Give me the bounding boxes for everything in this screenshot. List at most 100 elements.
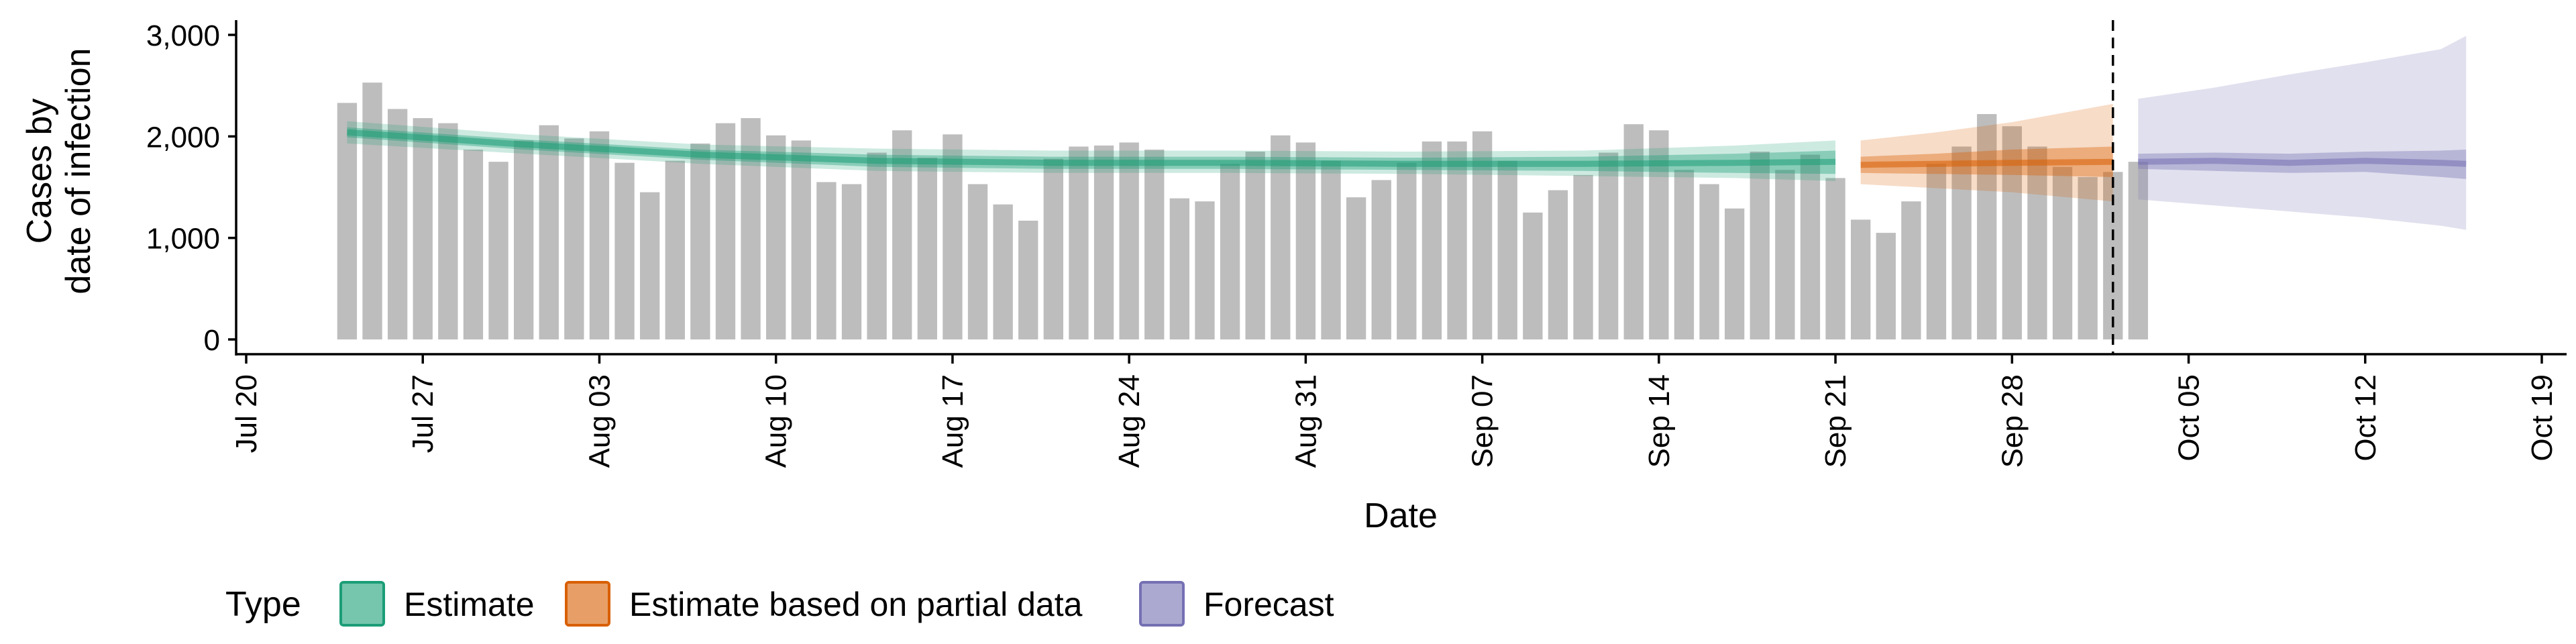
bar [867,152,887,340]
x-tick-label: Sep 28 [1996,374,2029,468]
bar [993,204,1013,339]
x-tick-label: Sep 14 [1643,374,1676,468]
bar [1447,141,1467,339]
bar [1674,170,1695,339]
bar [1977,114,1997,340]
bar [564,138,584,340]
bar [2078,176,2098,339]
bar [690,143,710,339]
bar [1321,160,1341,339]
bar [1169,198,1190,339]
bar [438,123,458,339]
bar [1623,124,1644,340]
y-tick-label: 0 [204,324,220,357]
median-line-estimate-based-on-partial-data [1860,158,2113,168]
bar [488,162,508,340]
x-axis: Jul 20 Jul 27 Aug 03 Aug 10 Aug 17 Aug 24 Aug … [230,354,2559,468]
bar [1951,146,1972,339]
legend-label-estimate: Estimate [404,586,535,623]
bar [967,184,988,339]
bars-layer [337,83,2148,340]
bar [539,125,559,339]
median-layer [347,129,2467,168]
x-tick-label: Jul 27 [407,374,439,453]
bar [1548,190,1568,339]
x-tick-label: Jul 20 [230,374,263,453]
bar [943,134,963,339]
bar [337,103,358,339]
bar [413,118,433,339]
bar [1573,174,1593,339]
bar [766,135,786,339]
bar [387,109,408,339]
bar [1497,160,1517,339]
bar [892,130,912,339]
median-line-estimate [347,129,1836,167]
bar [715,123,736,339]
bar [640,192,660,339]
x-tick-label: Sep 21 [1819,374,1852,468]
bar [1421,141,1442,339]
bar [665,160,685,339]
bar [816,182,837,339]
bar [917,158,937,340]
x-tick-label: Oct 19 [2526,374,2559,462]
bar [1144,150,1165,339]
bar [1093,145,1114,339]
y-axis-title-line-2: date of infection [59,48,98,294]
bar [362,83,382,339]
y-tick-label: 1,000 [146,223,220,256]
bar [589,131,610,339]
legend-label-forecast: Forecast [1203,586,1334,623]
bar [1371,180,1391,339]
legend-key-estimate [339,581,385,627]
median-line-forecast [2138,158,2467,167]
bar [1043,158,1063,339]
y-tick-label: 3,000 [146,19,220,52]
bar [1901,201,1921,339]
bar [791,140,811,339]
bar [841,184,862,339]
y-tick-label: 2,000 [146,121,220,154]
x-tick-label: Aug 03 [583,374,616,468]
bar [1825,178,1845,339]
x-tick-label: Sep 07 [1466,374,1499,468]
legend-label-partial: Estimate based on partial data [629,586,1083,623]
bar [2052,166,2073,340]
outer-band-estimate-based-on-partial-data [1860,103,2113,202]
legend-title: Type [225,585,301,624]
bar [1018,220,1038,339]
bar [2128,162,2148,340]
legend-key-partial [565,581,610,627]
bar [463,150,484,339]
bar [614,162,635,339]
bar [2027,146,2047,339]
bar [1346,197,1366,339]
x-tick-label: Aug 31 [1289,374,1322,468]
x-tick-label: Aug 24 [1113,374,1146,468]
bar [1775,170,1795,339]
bar [1523,212,1543,339]
bar [1271,135,1291,339]
bar [1699,184,1719,339]
bar [1295,142,1316,339]
x-tick-label: Aug 17 [936,374,969,468]
bar [1724,208,1745,339]
x-tick-label: Oct 05 [2173,374,2206,462]
legend: Type Estimate Estimate based on partial … [225,581,1334,627]
x-tick-label: Aug 10 [760,374,793,468]
bar [1876,233,1896,339]
outer-band-forecast [2138,36,2467,230]
bar [1800,154,1821,339]
bar [1750,152,1770,339]
x-axis-title: Date [1364,496,1438,535]
bar [1220,164,1240,339]
bar [1245,152,1265,339]
bar [1195,201,1215,339]
legend-key-forecast [1139,581,1185,627]
bar [1069,146,1089,339]
bar [1926,164,1947,339]
bar [1598,152,1619,340]
x-tick-label: Oct 12 [2349,374,2382,462]
